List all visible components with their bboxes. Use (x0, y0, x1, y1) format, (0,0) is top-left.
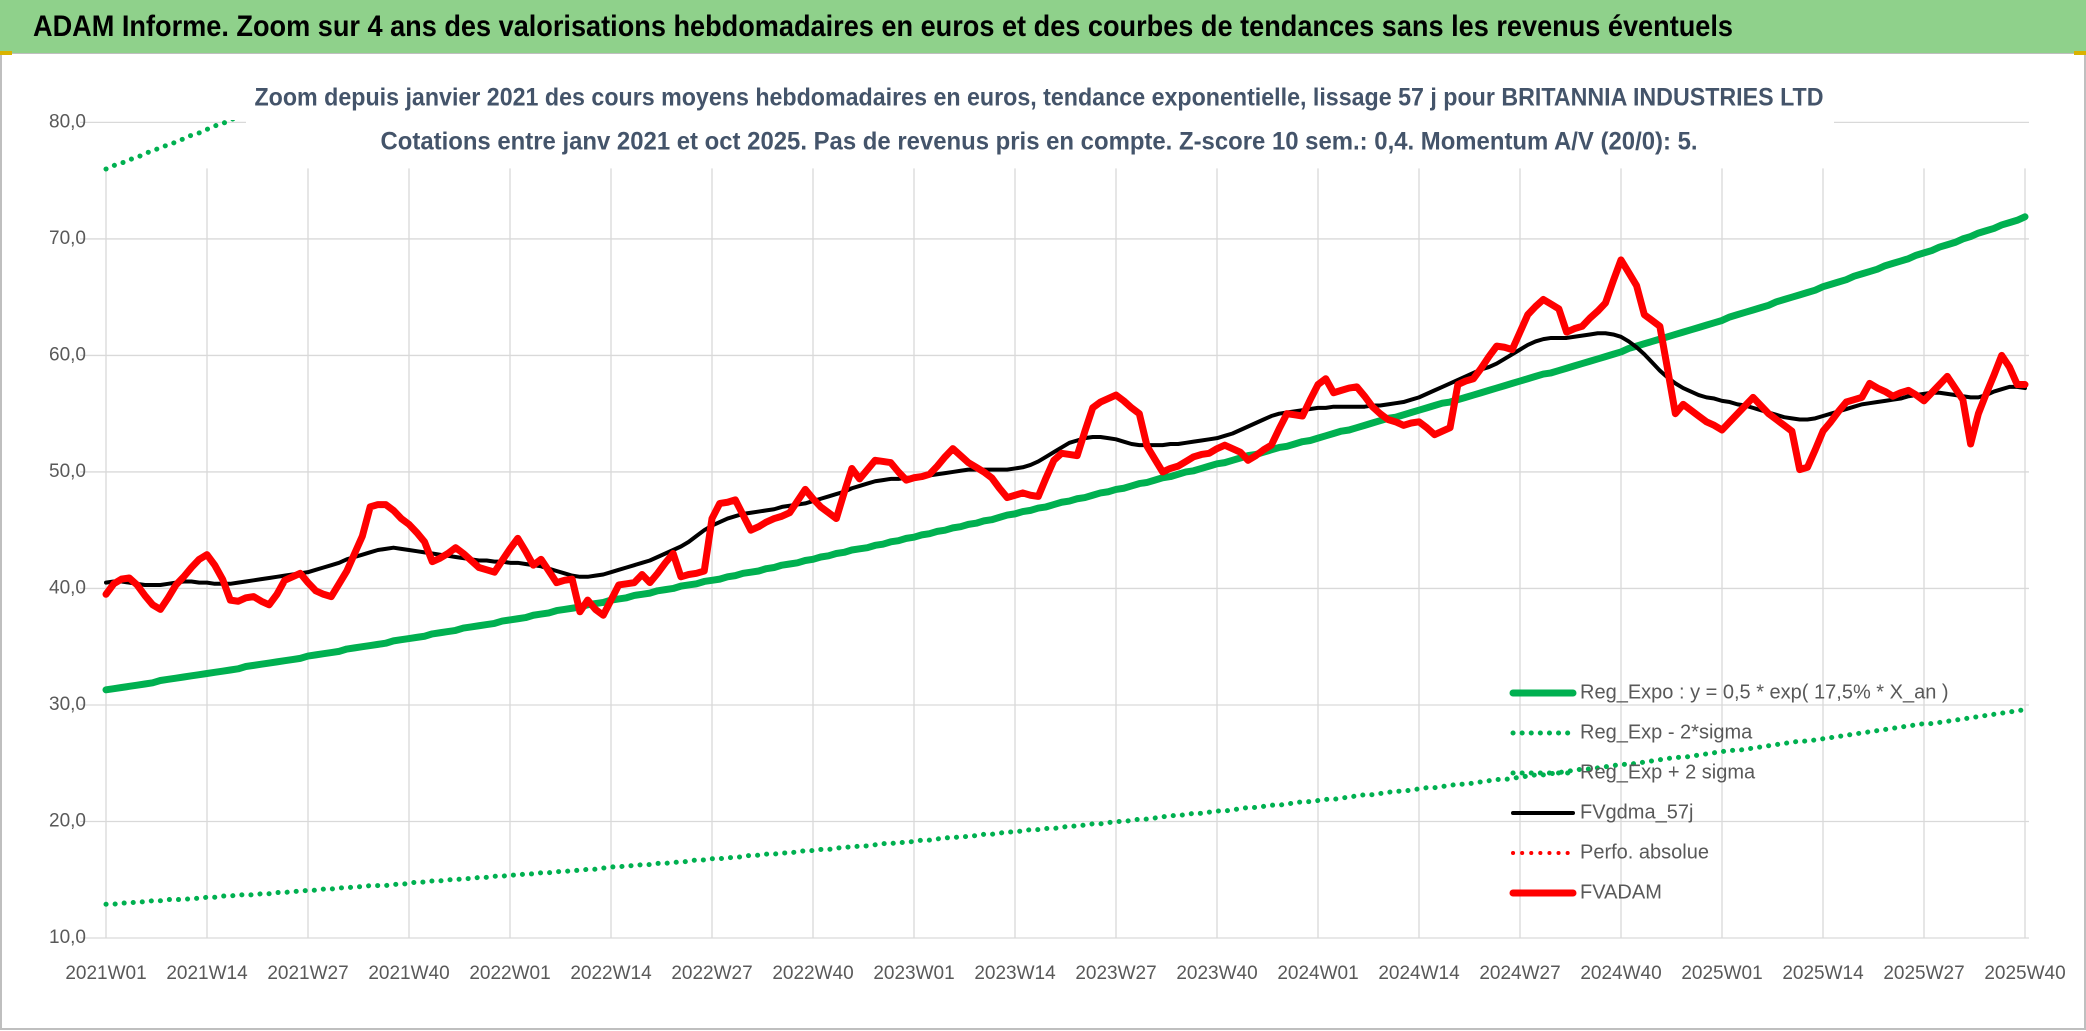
x-tick-label: 2025W40 (1984, 963, 2065, 984)
subtitle: Zoom depuis janvier 2021 des cours moyen… (255, 84, 1824, 112)
x-tick-label: 2023W14 (974, 963, 1056, 984)
x-tick-label: 2021W14 (166, 963, 248, 984)
y-tick-label: 40,0 (49, 577, 86, 598)
x-tick-label: 2023W40 (1176, 963, 1257, 984)
legend-label: Perfo. absolue (1580, 841, 1709, 863)
chart-border (0, 52, 2086, 1030)
axes: 10,0 20,0 30,0 40,0 50,0 60,0 70,0 80,0 2021W01 2… (49, 111, 2066, 984)
y-tick-label: 10,0 (49, 927, 86, 948)
x-tick-label: 2022W01 (469, 963, 550, 984)
y-tick-label: 30,0 (49, 694, 86, 715)
series-line (103, 707, 2028, 907)
banner-accent (0, 51, 12, 55)
x-tick-label: 2024W40 (1580, 963, 1661, 984)
x-tick-label: 2022W27 (671, 963, 752, 984)
legend-label: FVADAM (1580, 881, 1662, 903)
x-tick-label: 2021W40 (368, 963, 449, 984)
banner-accent (2074, 51, 2086, 55)
subtitle: Cotations entre janv 2021 et oct 2025. P… (381, 128, 1698, 156)
x-tick-label: 2025W27 (1883, 963, 1964, 984)
legend-label: Reg_Exp - 2*sigma (1580, 721, 1753, 743)
subtitle-box (246, 74, 1834, 166)
series-layer (102, 120, 2029, 907)
x-tick-label: 2024W27 (1479, 963, 1560, 984)
legend-label: FVgdma_57j (1580, 801, 1693, 823)
y-tick-label: 80,0 (49, 111, 86, 132)
y-tick-label: 50,0 (49, 461, 86, 482)
x-tick-label: 2024W01 (1277, 963, 1358, 984)
y-tick-label: 60,0 (49, 344, 86, 365)
y-tick-label: 20,0 (49, 811, 86, 832)
legend-label: Reg_Exp + 2 sigma (1580, 761, 1756, 783)
series-line (102, 256, 2029, 619)
series-line (102, 213, 2029, 694)
x-tick-label: 2025W01 (1681, 963, 1762, 984)
x-tick-label: 2021W01 (65, 963, 146, 984)
x-tick-label: 2025W14 (1782, 963, 1864, 984)
chart-title: ADAM Informe. Zoom sur 4 ans des valoris… (33, 10, 1733, 43)
y-tick-label: 70,0 (49, 228, 86, 249)
title-banner (0, 0, 2086, 53)
x-tick-label: 2022W14 (570, 963, 652, 984)
x-tick-label: 2021W27 (267, 963, 348, 984)
x-tick-label: 2024W14 (1378, 963, 1460, 984)
x-tick-label: 2023W27 (1075, 963, 1156, 984)
x-tick-label: 2023W01 (873, 963, 954, 984)
legend-label: Reg_Expo : y = 0,5 * exp( 17,5% * X_an ) (1580, 681, 1949, 703)
legend: Reg_Expo : y = 0,5 * exp( 17,5% * X_an )… (1509, 681, 1949, 903)
x-tick-label: 2022W40 (772, 963, 853, 984)
